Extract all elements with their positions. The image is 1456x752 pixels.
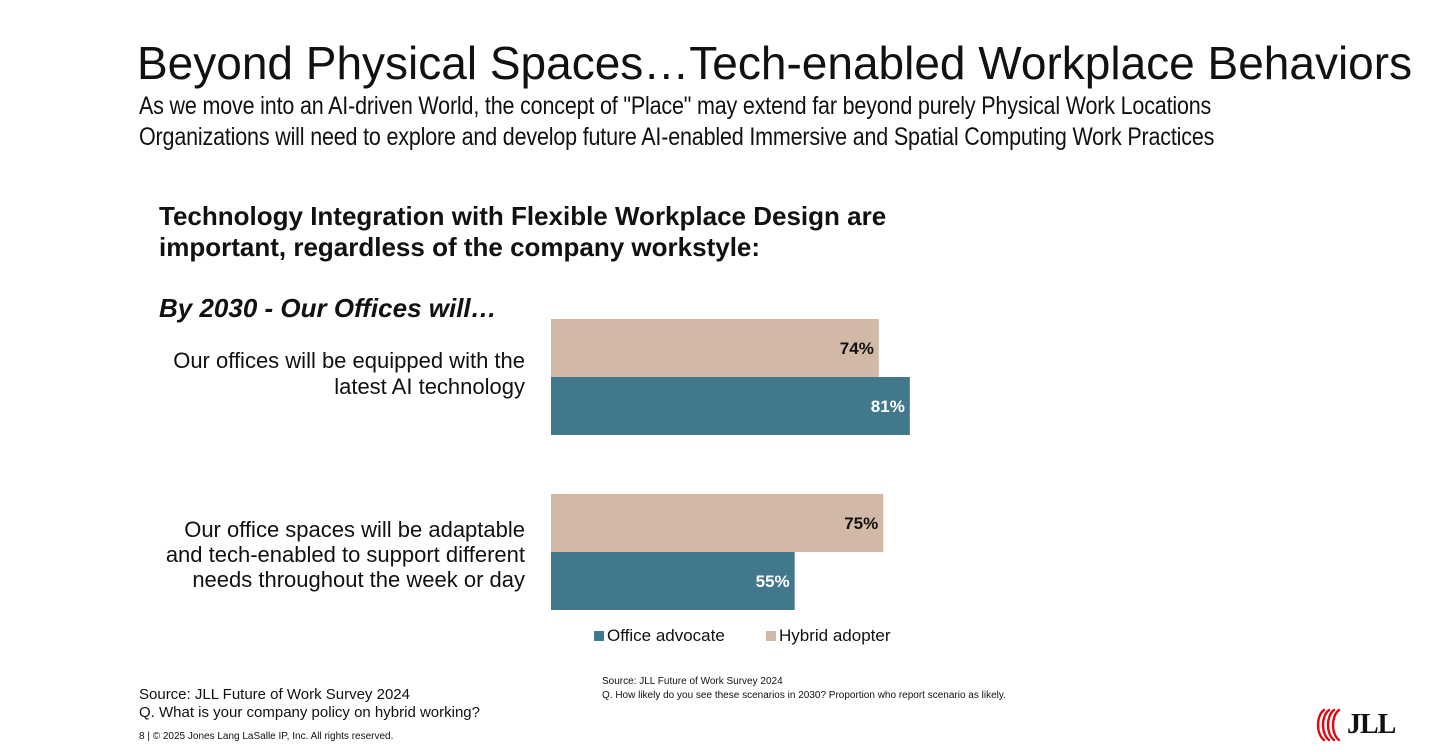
category-label-1-line-2: latest AI technology <box>334 374 525 399</box>
bar-hybrid-adopter-1 <box>551 319 879 377</box>
category-label-2-line-2: and tech-enabled to support different <box>165 542 525 567</box>
data-label-hybrid-adopter-1: 74% <box>840 339 874 358</box>
data-label-office-advocate-1: 81% <box>871 397 905 416</box>
legend-item-office-advocate: Office advocate <box>594 626 725 646</box>
subtitle-line-1: As we move into an AI-driven World, the … <box>139 92 1212 120</box>
chart-source-line-1: Source: JLL Future of Work Survey 2024 <box>602 676 783 687</box>
slide-title: Beyond Physical Spaces…Tech-enabled Work… <box>137 37 1413 89</box>
logo-text: JLL <box>1347 709 1396 740</box>
slide-source-line-1: Source: JLL Future of Work Survey 2024 <box>139 686 410 703</box>
data-label-hybrid-adopter-2: 75% <box>844 514 878 533</box>
legend-swatch-hybrid-adopter <box>766 631 776 641</box>
jll-logo-icon <box>1316 708 1341 742</box>
legend-swatch-office-advocate <box>594 631 604 641</box>
data-label-office-advocate-2: 55% <box>756 572 790 591</box>
subtitle-line-2: Organizations will need to explore and d… <box>139 123 1215 151</box>
legend-label-hybrid-adopter: Hybrid adopter <box>779 626 891 645</box>
category-label-2-line-1: Our office spaces will be adaptable <box>184 517 525 542</box>
category-label-1-line-1: Our offices will be equipped with the <box>173 348 525 373</box>
chart-subtitle: By 2030 - Our Offices will… <box>159 293 497 323</box>
headline-line-2: important, regardless of the company wor… <box>159 232 761 262</box>
slide-source-line-2: Q. What is your company policy on hybrid… <box>139 704 480 721</box>
copyright-notice: 8 | © 2025 Jones Lang LaSalle IP, Inc. A… <box>139 731 394 742</box>
legend-label-office-advocate: Office advocate <box>607 626 725 645</box>
legend-item-hybrid-adopter: Hybrid adopter <box>766 626 891 646</box>
headline-line-1: Technology Integration with Flexible Wor… <box>159 201 887 231</box>
bar-office-advocate-1 <box>551 377 910 435</box>
jll-logo: JLL <box>1315 708 1396 742</box>
chart-source-line-2: Q. How likely do you see these scenarios… <box>602 690 1006 701</box>
bar-hybrid-adopter-2 <box>551 494 884 552</box>
bar-office-advocate-2 <box>551 552 795 610</box>
category-label-2-line-3: needs throughout the week or day <box>192 567 525 592</box>
